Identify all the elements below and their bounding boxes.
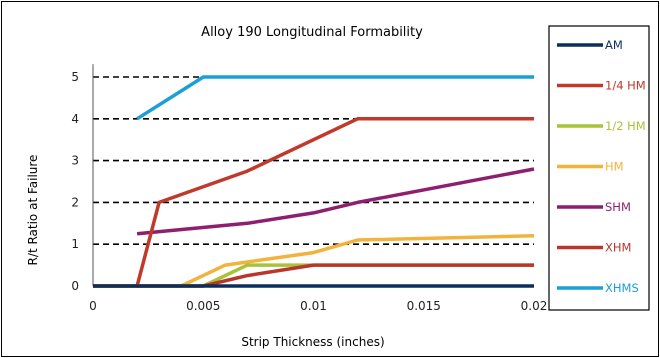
series-line-xhm bbox=[93, 263, 534, 288]
chart-title: Alloy 190 Longitudinal Formability bbox=[201, 25, 423, 40]
legend-label-hm: HM bbox=[605, 160, 624, 174]
x-tick-label: 0.01 bbox=[300, 299, 327, 313]
y-tick-label: 5 bbox=[71, 70, 79, 84]
series-line-1-2-hm bbox=[93, 263, 534, 288]
y-tick-label: 3 bbox=[71, 154, 79, 168]
x-tick-label: 0.02 bbox=[521, 299, 548, 313]
legend: AM 1/4 HM 1/2 HM HM SHM XHM XHMS bbox=[557, 38, 646, 295]
x-tick-label: 0.005 bbox=[186, 299, 220, 313]
legend-label-am: AM bbox=[605, 38, 623, 52]
series-line-xhms bbox=[136, 75, 534, 121]
x-axis-title: Strip Thickness (inches) bbox=[241, 335, 384, 349]
legend-label-xhms: XHMS bbox=[605, 281, 639, 295]
legend-label-1-2-hm: 1/2 HM bbox=[605, 119, 646, 133]
x-tick-label: 0 bbox=[89, 299, 97, 313]
y-tick-label: 1 bbox=[71, 237, 79, 251]
tick-labels: 0 1 2 3 4 5 0 0.005 0.01 0.015 0.02 bbox=[71, 70, 547, 313]
legend-label-shm: SHM bbox=[605, 200, 631, 214]
y-tick-label: 0 bbox=[71, 279, 79, 293]
series-line-shm bbox=[136, 167, 535, 236]
y-axis-title: R/t Ratio at Failure bbox=[26, 155, 40, 266]
y-tick-label: 2 bbox=[71, 195, 79, 209]
series-lines bbox=[93, 75, 535, 288]
legend-label-xhm: XHM bbox=[605, 241, 631, 255]
series-line-hm bbox=[93, 234, 535, 288]
y-tick-label: 4 bbox=[71, 112, 79, 126]
legend-label-1-4-hm: 1/4 HM bbox=[605, 79, 646, 93]
x-tick-label: 0.015 bbox=[407, 299, 441, 313]
gridlines bbox=[93, 76, 534, 245]
